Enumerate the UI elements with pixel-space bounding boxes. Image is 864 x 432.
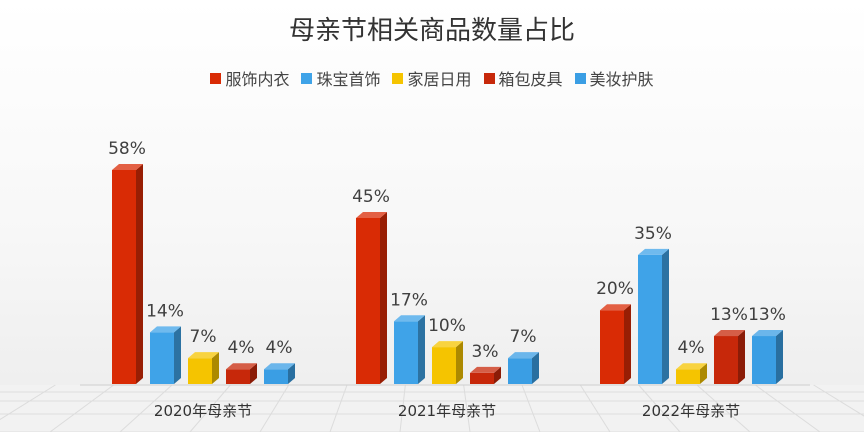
bar: [226, 363, 257, 384]
legend-swatch: [392, 72, 404, 84]
legend-swatch: [301, 72, 313, 84]
bar: [264, 363, 295, 384]
legend-label: 箱包皮具: [498, 70, 563, 89]
data-label: 35%: [634, 224, 672, 244]
legend-label: 服饰内衣: [225, 70, 290, 89]
legend-item: 服饰内衣: [210, 66, 289, 90]
bar: [752, 330, 783, 384]
data-label: 4%: [228, 338, 255, 358]
bar: [638, 248, 669, 384]
bar: [432, 341, 463, 384]
legend-label: 珠宝首饰: [316, 70, 381, 89]
data-label: 58%: [108, 139, 146, 159]
bar: [112, 164, 143, 384]
legend: 服饰内衣 珠宝首饰 家居日用 箱包皮具 美妆护肤: [0, 66, 864, 90]
legend-swatch: [574, 72, 586, 84]
legend-swatch: [210, 72, 222, 84]
bar: [508, 352, 539, 384]
data-label: 4%: [266, 338, 293, 358]
bar: [150, 326, 181, 384]
bar: [470, 366, 501, 384]
chart-title: 母亲节相关商品数量占比: [288, 16, 575, 46]
data-label: 17%: [390, 290, 428, 310]
category-label: 2020年母亲节: [154, 402, 252, 420]
data-label: 7%: [190, 327, 217, 347]
bar: [394, 315, 425, 384]
data-label: 7%: [510, 327, 537, 347]
legend-item: 家居日用: [392, 66, 472, 90]
bar: [188, 352, 219, 384]
data-label: 14%: [146, 301, 184, 321]
data-label: 20%: [596, 279, 634, 299]
bar: [356, 211, 387, 384]
data-label: 10%: [428, 316, 466, 336]
legend-swatch: [483, 72, 495, 84]
legend-label: 家居日用: [407, 70, 472, 89]
bar: [676, 363, 707, 384]
category-label: 2022年母亲节: [642, 402, 740, 420]
legend-item: 美妆护肤: [574, 66, 654, 90]
legend-item: 箱包皮具: [483, 66, 563, 90]
bar: [714, 330, 745, 384]
legend-label: 美妆护肤: [589, 70, 654, 89]
bar: [600, 304, 631, 384]
data-label: 4%: [678, 338, 705, 358]
legend-item: 珠宝首饰: [301, 66, 380, 90]
category-label: 2021年母亲节: [398, 402, 496, 420]
data-label: 13%: [748, 305, 786, 325]
data-label: 13%: [710, 305, 748, 325]
data-label: 3%: [472, 342, 499, 362]
data-label: 45%: [352, 187, 390, 207]
